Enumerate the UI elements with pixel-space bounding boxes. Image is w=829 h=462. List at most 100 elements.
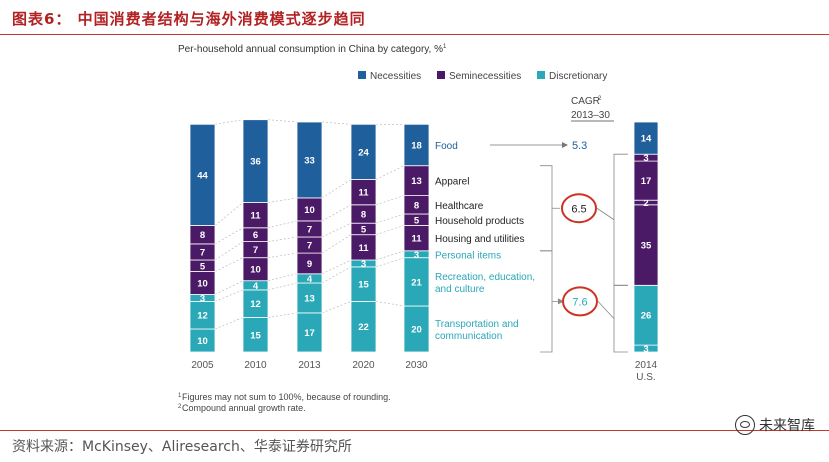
connector-line bbox=[321, 301, 352, 314]
us-year-label: 2014 bbox=[635, 360, 658, 371]
bar-value-label: 17 bbox=[304, 328, 315, 339]
bar-value-label: 13 bbox=[304, 293, 315, 304]
connector-line bbox=[214, 241, 244, 261]
bar-segment bbox=[403, 165, 430, 196]
bar-value-label: 12 bbox=[250, 299, 261, 310]
connector-lines bbox=[214, 119, 405, 330]
bar-segment bbox=[242, 289, 269, 318]
connector-line bbox=[214, 119, 244, 125]
connector-line bbox=[375, 225, 405, 236]
watermark-text: 未来智库 bbox=[759, 418, 815, 434]
bar-segment bbox=[296, 312, 323, 353]
bar-value-label: 11 bbox=[250, 211, 261, 222]
bar-value-label: 10 bbox=[197, 336, 208, 347]
bar-segment bbox=[350, 123, 377, 180]
title-divider bbox=[0, 34, 829, 35]
bar-value-label: 4 bbox=[307, 274, 313, 285]
figure-title: 图表6： 中国消费者结构与海外消费模式逐步趋同 bbox=[12, 10, 366, 28]
category-label: Recreation, education, bbox=[435, 272, 535, 283]
connector-line bbox=[214, 280, 244, 295]
legend-swatch bbox=[358, 71, 366, 79]
us-bar-value-label: 35 bbox=[641, 241, 652, 252]
bar-value-label: 3 bbox=[200, 293, 205, 304]
connector-line bbox=[375, 257, 405, 268]
bar-segment bbox=[403, 305, 430, 353]
connector-line bbox=[321, 179, 352, 199]
connector-line bbox=[214, 257, 244, 272]
bar-value-label: 8 bbox=[200, 230, 205, 241]
bar-value-label: 9 bbox=[307, 259, 312, 270]
discretionary-arrow-head bbox=[558, 298, 564, 305]
connector-line bbox=[267, 220, 298, 229]
cagr-header-sup: 2 bbox=[598, 96, 602, 102]
category-label: Household products bbox=[435, 216, 524, 227]
connector-line bbox=[214, 317, 244, 330]
source-divider bbox=[0, 430, 829, 431]
category-label: and culture bbox=[435, 284, 485, 295]
x-tick-label: 2005 bbox=[191, 360, 214, 371]
category-label: Healthcare bbox=[435, 201, 484, 212]
bar-value-label: 7 bbox=[307, 224, 312, 235]
connector-line bbox=[214, 202, 244, 226]
x-tick-label: 2030 bbox=[405, 360, 428, 371]
connector-line bbox=[375, 301, 405, 307]
connector-line bbox=[375, 165, 405, 180]
chart-title: Per-household annual consumption in Chin… bbox=[178, 44, 447, 55]
category-label: Personal items bbox=[435, 250, 501, 261]
connector-line bbox=[267, 252, 298, 259]
bar-segment bbox=[296, 282, 323, 314]
discretionary-bracket bbox=[540, 250, 558, 353]
wechat-icon bbox=[735, 415, 755, 435]
x-tick-label: 2020 bbox=[352, 360, 375, 371]
connector-line bbox=[267, 236, 298, 242]
bar-value-label: 3 bbox=[414, 250, 419, 261]
connector-line bbox=[321, 121, 352, 125]
cagr-header: CAGR bbox=[571, 96, 600, 107]
watermark: 未来智库 bbox=[735, 415, 815, 435]
cagr-discretionary-value: 7.6 bbox=[572, 296, 587, 308]
bar-value-label: 18 bbox=[411, 141, 422, 152]
bar-value-label: 11 bbox=[358, 188, 369, 199]
us-bar-value-label: 17 bbox=[641, 176, 652, 187]
cagr-seminecessities-value: 6.5 bbox=[571, 203, 586, 215]
bar-value-label: 5 bbox=[200, 261, 206, 272]
food-arrow-head bbox=[562, 142, 568, 148]
connector-line bbox=[267, 273, 298, 282]
x-tick-label: 2010 bbox=[244, 360, 267, 371]
x-tick-label: 2013 bbox=[298, 360, 321, 371]
us-bar-value-label: 3 bbox=[643, 344, 648, 355]
us-bar-value-label: 2 bbox=[643, 198, 648, 209]
bar-segment bbox=[296, 121, 323, 199]
bar-value-label: 15 bbox=[358, 280, 369, 291]
bar-value-label: 6 bbox=[253, 230, 258, 241]
category-label: Apparel bbox=[435, 177, 469, 188]
connector-line bbox=[267, 282, 298, 291]
legend-swatch bbox=[537, 71, 545, 79]
footnotes: 1 Figures may not sum to 100%, because of… bbox=[178, 392, 391, 413]
bar-value-label: 20 bbox=[411, 325, 422, 336]
cagr-food-value: 5.3 bbox=[572, 140, 587, 152]
connector-line bbox=[214, 289, 244, 302]
us-bar-value-label: 3 bbox=[643, 153, 648, 164]
bar-value-label: 24 bbox=[358, 147, 369, 158]
us-bar-value-label: 14 bbox=[641, 134, 652, 145]
connector-line bbox=[375, 195, 405, 206]
us-discretionary-bracket bbox=[597, 284, 628, 353]
connector-line bbox=[267, 312, 298, 318]
us-bar-segment bbox=[633, 121, 659, 155]
connector-line bbox=[375, 250, 405, 261]
bar-value-label: 10 bbox=[197, 279, 208, 290]
legend-swatch bbox=[437, 71, 445, 79]
seminecessities-bracket bbox=[540, 165, 560, 252]
bar-value-label: 5 bbox=[361, 224, 367, 235]
source-note: 资料来源：McKinsey、Aliresearch、华泰证券研究所 bbox=[12, 439, 352, 455]
category-label: Transportation and bbox=[435, 319, 519, 330]
us-bar-segment bbox=[633, 160, 659, 201]
legend: Necessities Seminecessities Discretionary bbox=[358, 71, 607, 82]
bar-value-label: 7 bbox=[253, 245, 258, 256]
footnote-text: Compound annual growth rate. bbox=[182, 403, 306, 413]
cagr-highlight-circle bbox=[561, 193, 597, 224]
us-seminecessities-bracket bbox=[596, 153, 628, 286]
connector-line bbox=[321, 222, 352, 238]
